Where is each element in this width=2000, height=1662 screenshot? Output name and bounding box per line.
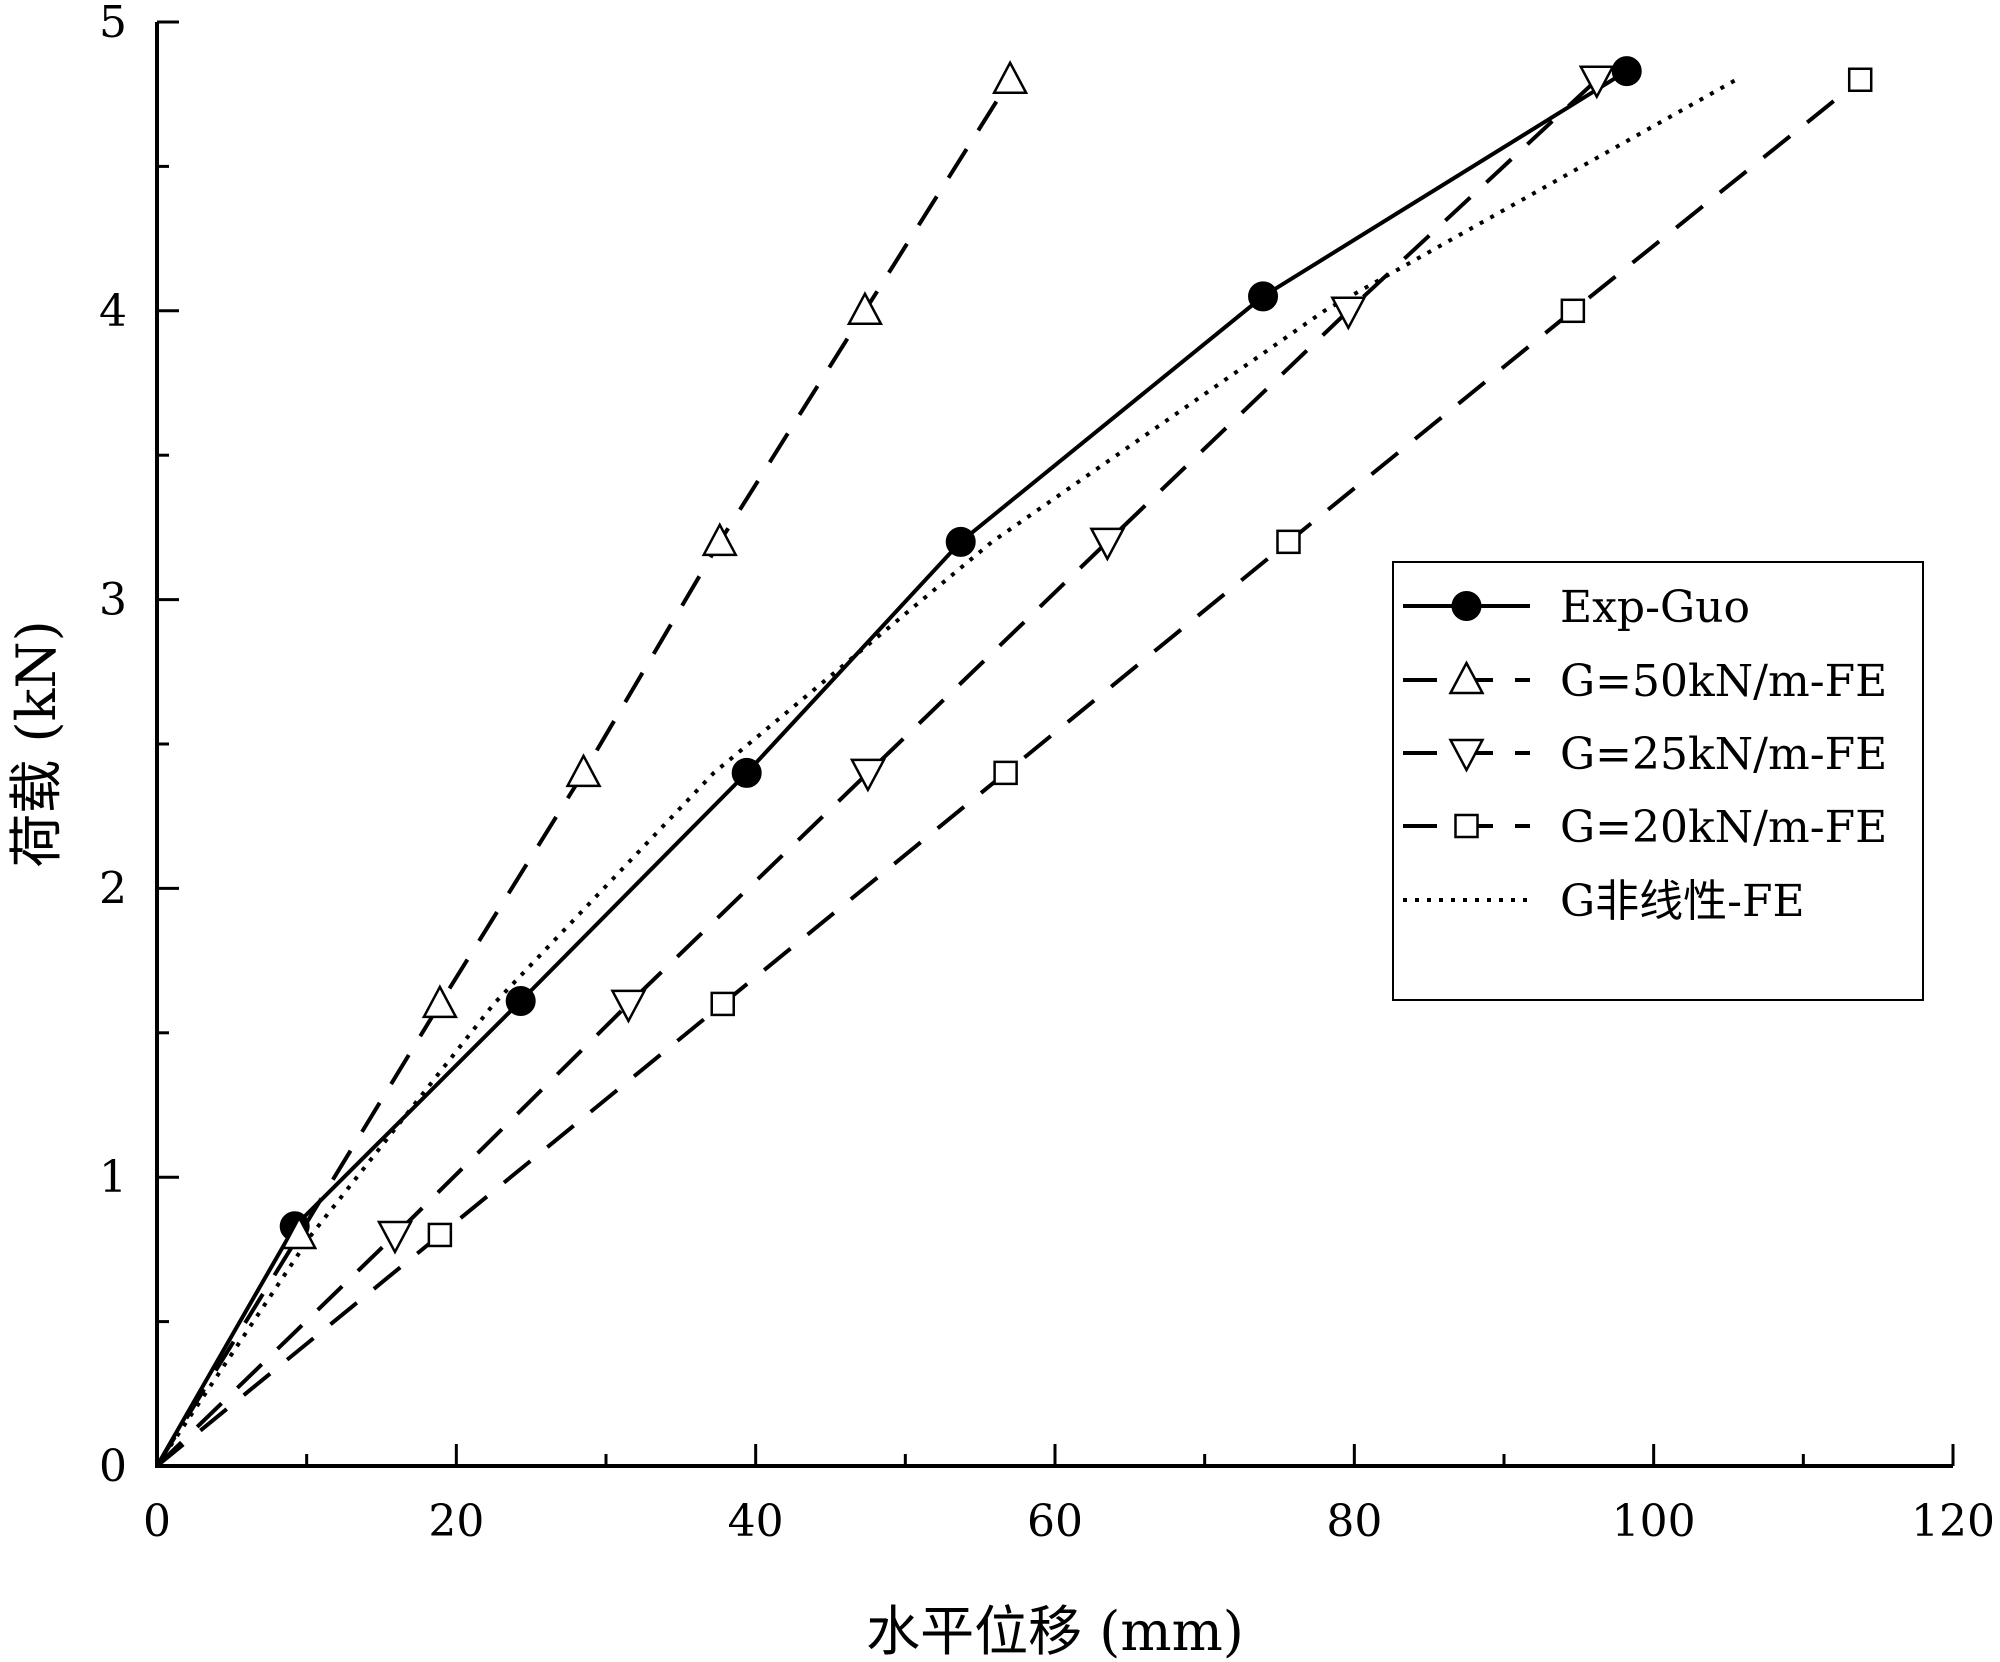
x-axis-label: 水平位移 (mm) (866, 1600, 1244, 1662)
legend-marker (1448, 738, 1485, 773)
legend-marker (1454, 813, 1479, 839)
data-point (846, 291, 884, 326)
legend-frame (1392, 561, 1924, 1001)
x-tick-label: 20 (428, 1496, 484, 1547)
x-tick-label: 120 (1911, 1496, 1995, 1547)
data-point (1847, 67, 1873, 93)
data-point (1276, 529, 1301, 555)
data-point (992, 60, 1029, 95)
legend-marker (1451, 591, 1482, 621)
x-tick-label: 0 (143, 1496, 171, 1547)
legend-label: Exp-Guo (1560, 582, 1750, 633)
data-point (849, 758, 887, 793)
series-line-5 (155, 78, 1737, 1468)
y-tick-label: 3 (99, 575, 127, 626)
x-tick-label: 80 (1326, 1496, 1382, 1547)
data-point (731, 757, 762, 788)
y-tick-label: 1 (99, 1152, 127, 1203)
legend-marker (1448, 660, 1485, 695)
data-point (376, 1220, 414, 1255)
data-point (1089, 527, 1126, 562)
x-tick-label: 40 (728, 1496, 784, 1547)
y-tick-label: 2 (99, 863, 127, 914)
y-tick-label: 5 (99, 0, 127, 48)
axis-ticks: 0 20 40 60 80 100 120 0 1 2 3 4 5 (99, 0, 1995, 1547)
data-point (505, 986, 536, 1017)
legend-label: G=20kN/m-FE (1560, 802, 1887, 853)
y-tick-label: 4 (99, 286, 127, 337)
legend-label: G=25kN/m-FE (1560, 729, 1887, 780)
y-axis-label: 荷载 (kN) (5, 620, 68, 867)
x-tick-label: 60 (1027, 1496, 1083, 1547)
data-point (1578, 65, 1615, 100)
data-point (281, 1215, 318, 1250)
data-point (701, 522, 738, 557)
data-point (1611, 56, 1642, 87)
data-point (427, 1222, 453, 1248)
data-point (710, 991, 735, 1017)
legend-label: G=50kN/m-FE (1560, 656, 1887, 707)
legend-label: G非线性-FE (1560, 876, 1805, 927)
x-tick-label: 100 (1612, 1496, 1696, 1547)
data-point (1248, 281, 1279, 312)
y-tick-label: 0 (99, 1441, 127, 1492)
data-point (1330, 296, 1367, 331)
data-point (945, 526, 976, 557)
data-point (610, 989, 647, 1024)
series-markers (279, 56, 1873, 1255)
legend: Exp-Guo G=50kN/m-FE G=25kN/m-FE G=20kN/m-FE… (1392, 561, 1924, 1001)
data-point (1560, 298, 1586, 324)
data-point (421, 984, 458, 1019)
data-point (565, 753, 602, 788)
data-point (993, 760, 1018, 786)
